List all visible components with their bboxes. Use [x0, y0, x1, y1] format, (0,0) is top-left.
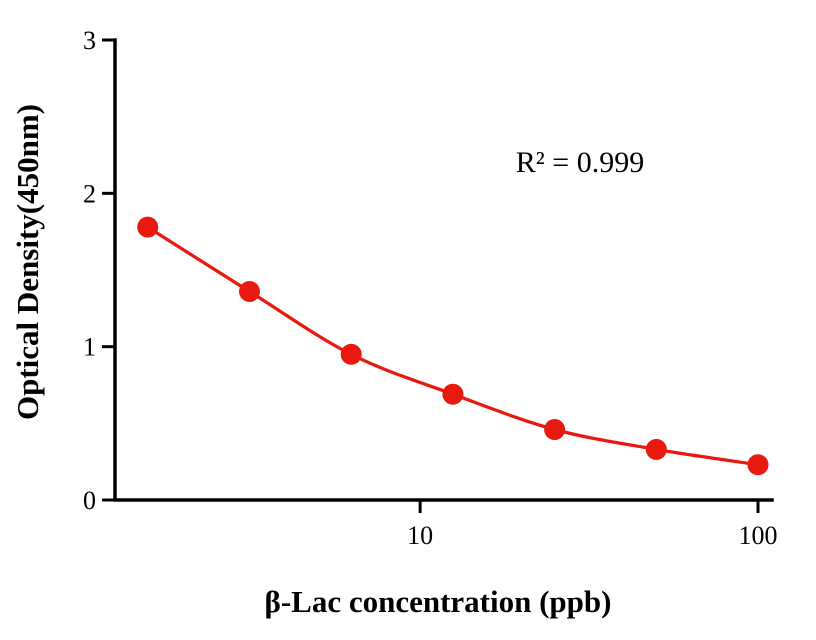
fit-curve — [146, 225, 759, 467]
data-point — [340, 343, 362, 365]
x-tick-label: 100 — [739, 521, 778, 550]
data-point — [442, 383, 464, 405]
data-point — [645, 438, 667, 460]
y-tick-label: 1 — [83, 333, 96, 362]
y-tick-label: 2 — [83, 179, 96, 208]
data-point — [137, 216, 159, 238]
data-point — [747, 454, 769, 476]
x-axis-title: β-Lac concentration (ppb) — [264, 584, 612, 619]
x-tick-label: 10 — [407, 521, 433, 550]
y-tick-label: 0 — [83, 486, 96, 515]
r-squared-annotation: R² = 0.999 — [515, 146, 645, 179]
data-point — [239, 281, 260, 302]
y-axis-title: Optical Density(450nm) — [10, 104, 45, 421]
y-tick-label: 3 — [83, 26, 96, 55]
data-point — [544, 419, 566, 440]
